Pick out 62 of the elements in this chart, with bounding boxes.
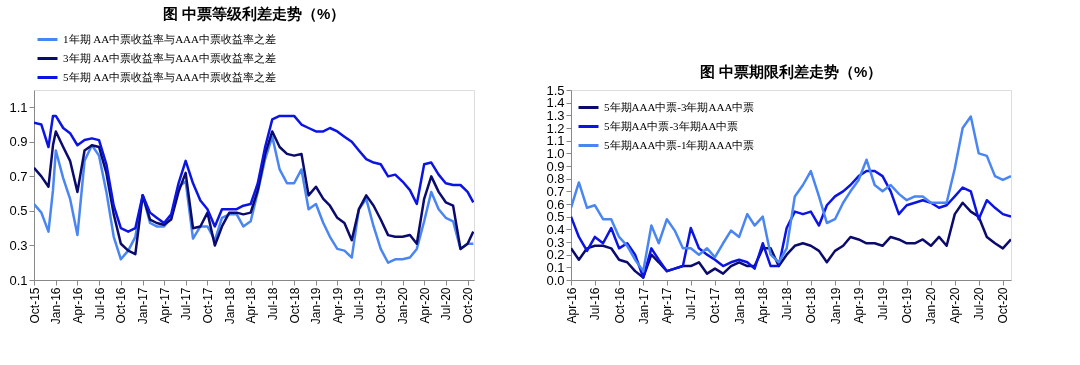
x-tick-label: Apr-16 (564, 287, 579, 324)
x-tick-label: Jul-16 (588, 287, 603, 321)
legend-label: 5年期AA中票-3年期AA中票 (604, 119, 739, 132)
x-tick-label: Jan-19 (309, 287, 324, 325)
x-tick-label: Jan-17 (636, 287, 651, 325)
y-tick-label: 0.5 (9, 203, 28, 219)
x-tick-label: Jan-17 (136, 287, 151, 325)
x-tick-label: Oct-16 (612, 287, 627, 324)
x-tick-label: Apr-19 (330, 287, 345, 324)
legend-label: 5年期 AA中票收益率与AAA中票收益率之差 (63, 70, 276, 83)
x-tick-label: Jan-19 (828, 287, 843, 325)
x-tick-label: Oct-19 (374, 287, 389, 324)
x-tick-label: Apr-17 (157, 287, 172, 324)
x-tick-label: Jul-19 (352, 287, 367, 321)
y-tick-label: 0.6 (546, 196, 565, 212)
x-tick-label: Jan-16 (49, 287, 64, 325)
y-tick-label: 0.0 (546, 272, 565, 288)
x-tick-label: Jul-17 (684, 287, 699, 321)
x-tick-label: Jul-18 (265, 287, 280, 321)
x-tick-label: Jan-20 (924, 287, 939, 325)
legend-label: 3年期 AA中票收益率与AAA中票收益率之差 (63, 51, 276, 64)
x-tick-label: Jul-17 (179, 287, 194, 321)
x-tick-label: Oct-16 (114, 287, 129, 324)
legend-label: 1年期 AA中票收益率与AAA中票收益率之差 (63, 32, 276, 45)
y-tick-label: 1.2 (546, 120, 565, 136)
line-series (571, 115, 1011, 273)
x-tick-label: Oct-20 (461, 287, 476, 324)
legend-label: 5年期AAA中票-3年期AAA中票 (604, 100, 755, 113)
x-tick-label: Oct-19 (900, 287, 915, 324)
x-tick-label: Oct-17 (200, 287, 215, 324)
y-tick-label: 0.9 (546, 158, 565, 174)
x-tick-label: Jul-20 (439, 287, 454, 321)
chart-title: 图 中票期限利差走势（%） (699, 63, 883, 80)
x-tick-label: Jul-18 (780, 287, 795, 321)
chart-title: 图 中票等级利差走势（%） (162, 5, 346, 22)
x-tick-label: Oct-15 (27, 287, 42, 324)
y-tick-label: 0.3 (546, 234, 565, 250)
x-tick-label: Jan-18 (732, 287, 747, 325)
x-tick-label: Apr-20 (417, 287, 432, 324)
y-tick-label: 0.1 (9, 272, 28, 288)
x-tick-label: Apr-16 (70, 287, 85, 324)
y-tick-label: 1.1 (9, 99, 28, 115)
x-tick-label: Oct-18 (287, 287, 302, 324)
x-tick-label: Oct-17 (708, 287, 723, 324)
x-tick-label: Apr-19 (852, 287, 867, 324)
x-tick-label: Jan-18 (222, 287, 237, 325)
x-tick-label: Apr-20 (948, 287, 963, 324)
y-tick-label: 0.3 (9, 237, 28, 253)
x-tick-label: Jan-20 (396, 287, 411, 325)
x-tick-label: Jul-19 (876, 287, 891, 321)
x-tick-label: Oct-20 (996, 287, 1011, 324)
x-tick-label: Jul-16 (92, 287, 107, 321)
y-tick-label: 1.5 (546, 82, 565, 98)
x-tick-label: Apr-18 (756, 287, 771, 324)
line-series (34, 114, 474, 233)
x-tick-label: Jul-20 (972, 287, 987, 321)
y-tick-label: 0.9 (9, 134, 28, 150)
y-tick-label: 0.7 (9, 168, 28, 184)
legend-label: 5年期AAA中票-1年期AAA中票 (604, 138, 755, 151)
x-tick-label: Oct-18 (804, 287, 819, 324)
x-tick-label: Apr-18 (244, 287, 259, 324)
x-tick-label: Apr-17 (660, 287, 675, 324)
